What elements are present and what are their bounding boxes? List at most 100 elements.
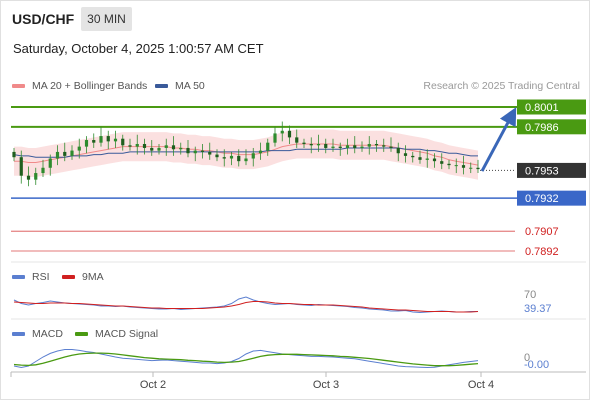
ma20-swatch-icon: [12, 84, 25, 88]
candle-body: [208, 151, 212, 155]
timeframe-button[interactable]: 30 MIN: [81, 7, 132, 31]
candle-body: [360, 146, 364, 148]
level-label-3: 0.7932: [525, 193, 559, 205]
forecast-arrow-line: [480, 107, 517, 172]
legend-rsi-label: RSI: [32, 271, 50, 283]
level-label-0: 0.8001: [525, 102, 559, 114]
level-label-2: 0.7953: [525, 165, 559, 177]
candle-body: [461, 165, 466, 168]
rsi-ma-line: [13, 301, 479, 313]
level-label-box-0: [517, 99, 586, 115]
candle-body: [99, 136, 103, 143]
candle-body: [106, 136, 110, 142]
candle-body: [193, 150, 197, 154]
level-label-box-3: [517, 190, 586, 206]
ma50-swatch-icon: [155, 84, 168, 88]
candle-body: [418, 157, 422, 160]
x-tick-label: Oct 2: [140, 379, 166, 391]
candle-body: [280, 130, 284, 134]
x-axis: Oct 2 Oct 3 Oct 4: [10, 371, 586, 391]
candle-body: [396, 147, 400, 154]
candle-body: [324, 143, 328, 148]
candle-body: [63, 151, 67, 156]
candle-body: [338, 146, 342, 148]
forecast-arrow: [480, 107, 517, 172]
candle-body: [432, 158, 437, 162]
candle-body: [374, 143, 379, 146]
rsi-tick-70: 70: [524, 289, 536, 301]
legend-macd: MACD: [12, 328, 63, 340]
macd-panel: 0-0.00: [11, 318, 586, 371]
candle-body: [382, 145, 386, 147]
level-label-1: 0.7986: [525, 122, 559, 134]
candle-body: [454, 165, 458, 167]
macd-line: [13, 349, 479, 369]
candle-body: [48, 158, 52, 168]
candle-body: [70, 150, 74, 156]
price-level-lines: 0.8001 0.7986 0.7953 0.7932 0.7907 0.7892: [11, 99, 586, 258]
candle-body: [179, 147, 183, 150]
candle-body: [447, 163, 451, 166]
candle-body: [295, 137, 299, 143]
candle-body: [331, 146, 335, 148]
macd-signal-swatch-icon: [75, 332, 88, 336]
candle-body: [215, 154, 219, 158]
candle-body: [34, 173, 38, 180]
candle-body: [316, 143, 321, 146]
rsi-current-value: 39.37: [524, 303, 552, 315]
candle-body: [150, 147, 154, 151]
candle-body: [309, 143, 313, 146]
candle-body: [19, 157, 23, 176]
research-credit: Research © 2025 Trading Central: [423, 80, 580, 92]
candle-body: [92, 140, 96, 143]
candle-body: [476, 167, 480, 170]
legend-ma50-label: MA 50: [175, 80, 205, 92]
candle-body: [469, 167, 473, 169]
macd-swatch-icon: [12, 332, 25, 336]
candle-body: [171, 145, 176, 150]
legend-rsi-ma: 9MA: [62, 271, 104, 283]
candle-body: [302, 142, 306, 144]
datetime-text: Saturday, October 4, 2025 1:00:57 AM CET: [13, 41, 264, 56]
candle-body: [128, 145, 132, 147]
candle-body: [367, 143, 371, 147]
legend-rsi-ma-label: 9MA: [82, 271, 104, 283]
candle-body: [287, 130, 292, 138]
candle-body: [41, 167, 45, 174]
legend-rsi: RSI: [12, 271, 50, 283]
candle-body: [440, 161, 444, 164]
candle-body: [403, 153, 408, 156]
candle-body: [411, 155, 415, 158]
candle-body: [237, 155, 241, 162]
macd-signal-line: [13, 352, 479, 367]
candle-body: [121, 138, 125, 146]
candle-body: [251, 153, 255, 159]
legend-ma20: MA 20 + Bollinger Bands: [12, 80, 147, 92]
candle-body: [164, 145, 168, 148]
candle-body: [266, 142, 270, 151]
level-label-4: 0.7907: [525, 226, 559, 238]
legend-macd-signal-label: MACD Signal: [95, 328, 159, 340]
candle-body: [200, 150, 205, 152]
candle-body: [258, 150, 263, 154]
candle-body: [273, 133, 277, 143]
level-label-box-2: [517, 162, 586, 178]
candle-body: [12, 151, 16, 158]
candle-body: [26, 175, 31, 180]
x-tick-label: Oct 4: [468, 379, 494, 391]
level-label-5: 0.7892: [525, 246, 559, 258]
candle-body: [142, 143, 147, 148]
rsi-ma-swatch-icon: [62, 275, 75, 279]
candle-body: [113, 138, 118, 142]
legend-ma20-label: MA 20 + Bollinger Bands: [32, 80, 148, 92]
candle-body: [186, 147, 190, 154]
candles: [12, 121, 480, 187]
candle-body: [244, 158, 248, 162]
rsi-swatch-icon: [12, 275, 25, 279]
candle-body: [84, 140, 89, 147]
candle-body: [229, 155, 234, 159]
legend-macd-label: MACD: [32, 328, 63, 340]
symbol-title: USD/CHF: [12, 11, 75, 27]
candle-body: [55, 151, 60, 159]
